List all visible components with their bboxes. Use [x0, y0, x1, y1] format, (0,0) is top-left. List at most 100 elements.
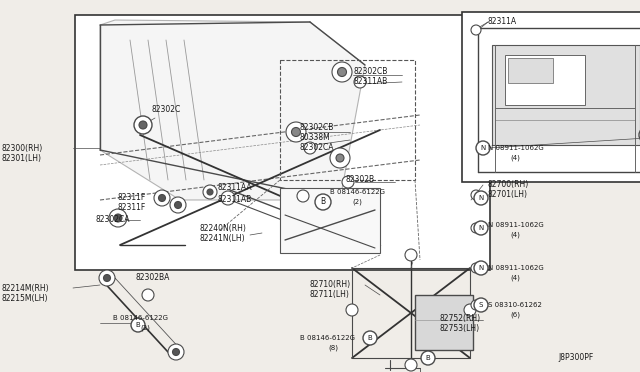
Text: N: N	[481, 145, 486, 151]
Text: 82214M(RH): 82214M(RH)	[2, 283, 50, 292]
Circle shape	[332, 62, 352, 82]
Bar	[508, 58, 553, 83]
Text: N 08911-1062G: N 08911-1062G	[488, 265, 544, 271]
Circle shape	[203, 185, 217, 199]
Text: 82302CA: 82302CA	[300, 144, 335, 153]
Circle shape	[474, 221, 488, 235]
Circle shape	[330, 148, 350, 168]
Circle shape	[221, 191, 235, 205]
Circle shape	[297, 190, 309, 202]
Text: 82710(RH): 82710(RH)	[310, 280, 351, 289]
Text: N 08911-1062G: N 08911-1062G	[488, 145, 544, 151]
Text: 82311AA: 82311AA	[218, 183, 253, 192]
Circle shape	[421, 351, 435, 365]
Circle shape	[639, 127, 640, 143]
Circle shape	[471, 25, 481, 35]
Text: B: B	[321, 198, 326, 206]
Circle shape	[134, 116, 152, 134]
Text: S 08310-61262: S 08310-61262	[488, 302, 542, 308]
Circle shape	[154, 190, 170, 206]
Bar	[462, 12, 640, 182]
Text: B: B	[367, 335, 372, 341]
Circle shape	[346, 304, 358, 316]
Bar	[280, 188, 380, 253]
Circle shape	[476, 141, 490, 155]
Text: J8P300PF: J8P300PF	[558, 353, 593, 362]
Text: 82700(RH): 82700(RH)	[488, 180, 529, 189]
Text: 82302CB: 82302CB	[300, 124, 334, 132]
Text: (6): (6)	[510, 312, 520, 318]
Text: 82311AB: 82311AB	[218, 196, 252, 205]
Text: 82300(RH): 82300(RH)	[2, 144, 44, 153]
Text: 82311F: 82311F	[118, 193, 147, 202]
Bar	[505, 55, 585, 105]
Circle shape	[175, 202, 182, 208]
Bar	[75, 15, 490, 270]
Text: 82753(LH): 82753(LH)	[440, 324, 480, 333]
Text: N 08911-1062G: N 08911-1062G	[488, 222, 544, 228]
Circle shape	[114, 214, 122, 222]
Text: 82311AB: 82311AB	[353, 77, 387, 87]
Text: 82302C: 82302C	[152, 106, 181, 115]
Circle shape	[354, 76, 366, 88]
Circle shape	[168, 344, 184, 360]
Text: N: N	[478, 265, 484, 271]
Text: N: N	[478, 195, 484, 201]
Circle shape	[173, 349, 179, 356]
Text: 82302CA: 82302CA	[95, 215, 129, 224]
Polygon shape	[100, 20, 365, 200]
Text: 82215M(LH): 82215M(LH)	[2, 294, 49, 302]
Text: B 08146-6122G: B 08146-6122G	[113, 315, 168, 321]
Circle shape	[471, 223, 481, 233]
Text: B: B	[136, 322, 140, 328]
Text: 82302B: 82302B	[345, 176, 374, 185]
Circle shape	[315, 194, 331, 210]
Text: 82240N(RH): 82240N(RH)	[200, 224, 247, 232]
Text: (4): (4)	[510, 155, 520, 161]
Circle shape	[405, 249, 417, 261]
Circle shape	[139, 121, 147, 129]
Circle shape	[363, 331, 377, 345]
Text: 82311F: 82311F	[118, 203, 147, 212]
Circle shape	[474, 261, 488, 275]
Text: (2): (2)	[352, 199, 362, 205]
Circle shape	[337, 67, 346, 77]
Circle shape	[104, 275, 111, 282]
Bar	[415, 295, 473, 350]
Text: S: S	[479, 302, 483, 308]
Circle shape	[474, 191, 488, 205]
Text: (4): (4)	[510, 232, 520, 238]
Circle shape	[474, 298, 488, 312]
Text: (4): (4)	[510, 275, 520, 281]
Circle shape	[471, 300, 481, 310]
Text: B: B	[426, 355, 430, 361]
Circle shape	[304, 142, 316, 154]
Circle shape	[291, 128, 301, 137]
Text: 82302BA: 82302BA	[135, 273, 170, 282]
Text: 80338M: 80338M	[300, 134, 331, 142]
Text: (8): (8)	[328, 345, 338, 351]
Text: B 08146-6122G: B 08146-6122G	[330, 189, 385, 195]
Bar	[280, 60, 415, 180]
Text: 82701(LH): 82701(LH)	[488, 190, 528, 199]
Circle shape	[131, 318, 145, 332]
Circle shape	[464, 304, 476, 316]
Circle shape	[159, 195, 166, 202]
Circle shape	[471, 190, 481, 200]
Text: N: N	[478, 225, 484, 231]
Text: 82711(LH): 82711(LH)	[310, 291, 350, 299]
Circle shape	[142, 289, 154, 301]
Text: (2): (2)	[140, 325, 150, 331]
Text: 82241N(LH): 82241N(LH)	[200, 234, 246, 243]
Bar	[492, 45, 640, 145]
Circle shape	[207, 189, 213, 195]
Circle shape	[109, 209, 127, 227]
Text: 82752(RH): 82752(RH)	[440, 314, 481, 323]
Circle shape	[471, 263, 481, 273]
Circle shape	[405, 359, 417, 371]
Circle shape	[342, 176, 354, 188]
Text: 82311A: 82311A	[488, 17, 517, 26]
Text: B 08146-6122G: B 08146-6122G	[300, 335, 355, 341]
Text: 82302CB: 82302CB	[353, 67, 387, 77]
Circle shape	[99, 270, 115, 286]
